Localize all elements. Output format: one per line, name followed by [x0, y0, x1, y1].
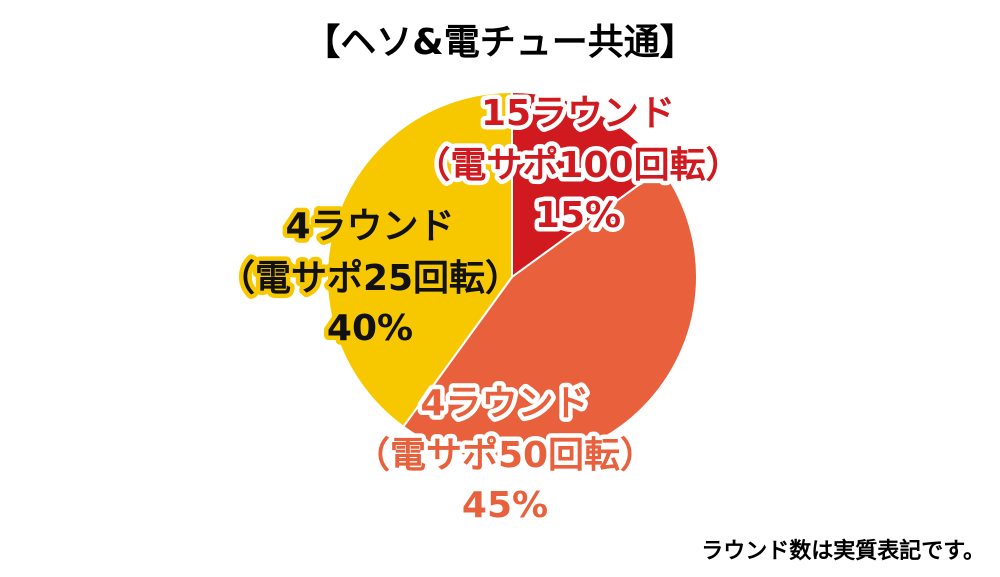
slice-sublabel: （電サポ100回転） — [414, 144, 741, 186]
slice-sublabel: （電サポ50回転） — [354, 434, 656, 476]
slice-label: 4ラウンド — [285, 206, 454, 247]
value-label: 45% — [462, 485, 548, 526]
value-label: 40% — [327, 308, 413, 349]
slice-sublabel: （電サポ25回転） — [219, 257, 521, 299]
slice-label: 15ラウンド — [481, 93, 675, 134]
pie-slice — [511, 90, 664, 279]
value-label: 15% — [535, 195, 621, 236]
pie-slice — [326, 90, 513, 429]
chart-title: 【ヘソ&電チュー共通】 — [304, 22, 695, 63]
note: ラウンド数は実質表記です。 — [701, 538, 985, 564]
pie-slice — [401, 166, 698, 463]
slice-label: 4ラウンド — [420, 383, 589, 424]
